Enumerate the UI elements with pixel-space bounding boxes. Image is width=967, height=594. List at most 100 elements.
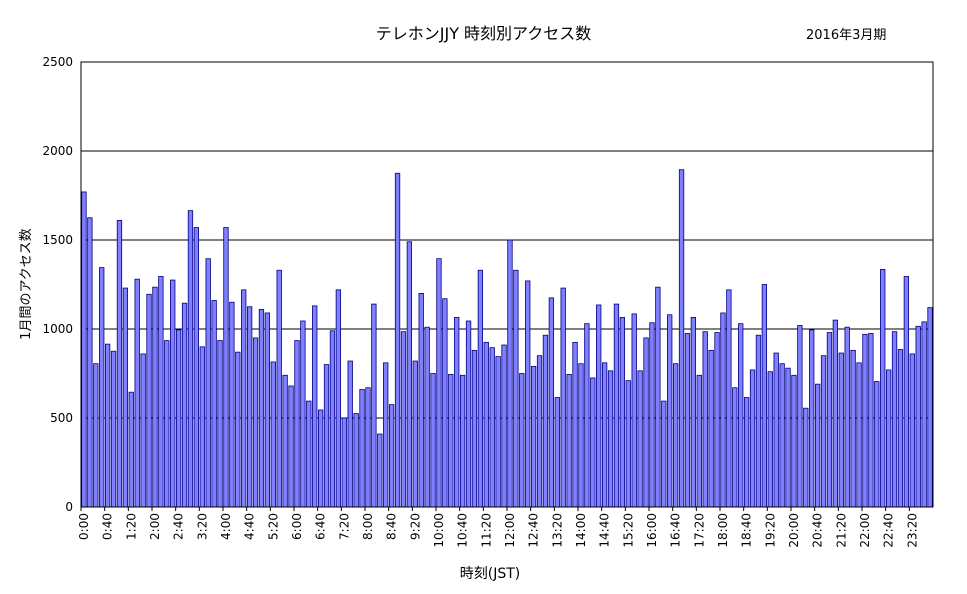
bar (732, 387, 738, 508)
bar (915, 325, 921, 508)
bar (329, 330, 336, 508)
x-tick-label: 5:20 (266, 513, 280, 540)
x-axis-label: 時刻(JST) (460, 566, 521, 582)
bar (584, 323, 590, 508)
bar (418, 292, 424, 508)
bar (519, 373, 525, 508)
bar (454, 317, 460, 508)
chart-title: テレホンJJY 時刻別アクセス数 (375, 24, 592, 43)
x-tick-label: 16:40 (669, 513, 683, 548)
bar (459, 374, 466, 508)
bar (909, 353, 915, 508)
x-tick-label: 16:00 (645, 513, 659, 548)
x-tick-label: 23:20 (905, 513, 919, 548)
bar (696, 374, 702, 508)
bar (726, 289, 732, 508)
bar (312, 305, 318, 508)
x-tick-label: 4:40 (243, 513, 257, 540)
bar (501, 344, 507, 508)
bar (803, 407, 809, 508)
bar (400, 331, 407, 508)
bar (223, 227, 229, 508)
x-tick-label: 2:00 (148, 513, 162, 540)
x-tick-label: 7:20 (337, 513, 351, 540)
bar (246, 306, 253, 508)
bar (347, 360, 353, 508)
bar (146, 293, 152, 508)
x-tick-label: 10:40 (456, 513, 470, 548)
bar (388, 404, 395, 508)
y-tick-label: 2500 (42, 55, 73, 69)
bar (122, 287, 129, 508)
bar (655, 286, 661, 508)
x-tick-label: 3:20 (195, 513, 209, 540)
bar (844, 326, 850, 508)
x-tick-label: 20:40 (811, 513, 825, 548)
bar (323, 364, 330, 508)
bar (672, 363, 679, 508)
bar (241, 289, 247, 508)
bar (625, 380, 631, 508)
bar (838, 352, 844, 508)
x-tick-label: 4:00 (219, 513, 233, 540)
bar (229, 301, 235, 508)
bar (590, 377, 596, 508)
bar (306, 400, 312, 508)
bar (158, 276, 164, 508)
bar (483, 341, 489, 508)
bar (708, 349, 714, 508)
bar (193, 227, 200, 508)
x-tick-label: 8:40 (385, 513, 399, 540)
bar (767, 371, 773, 508)
x-tick-label: 22:00 (858, 513, 872, 548)
bar (110, 350, 117, 508)
x-tick-label: 18:40 (740, 513, 754, 548)
bar (99, 267, 105, 508)
bar (507, 239, 513, 508)
x-tick-label: 6:00 (290, 513, 304, 540)
bar (436, 258, 442, 508)
bar (791, 374, 797, 508)
bar (809, 329, 815, 508)
bar (542, 334, 549, 508)
x-tick-label: 8:00 (361, 513, 375, 540)
bar (820, 355, 827, 508)
bar (649, 322, 655, 508)
bar (714, 332, 720, 508)
bar (814, 383, 821, 508)
y-tick-label: 0 (65, 500, 73, 514)
x-tick-label: 6:40 (314, 513, 328, 540)
bar (921, 321, 927, 508)
bar (862, 333, 868, 508)
bar (891, 331, 898, 508)
chart-subtitle: 2016年3月期 (806, 28, 887, 43)
x-tick-label: 22:40 (882, 513, 896, 548)
bar (205, 258, 211, 508)
x-tick-label: 20:00 (787, 513, 801, 548)
bar (785, 367, 791, 508)
y-tick-label: 2000 (42, 144, 73, 158)
bar (448, 373, 454, 508)
bar (128, 391, 134, 508)
bar (93, 363, 99, 508)
bar (690, 317, 697, 508)
bar (430, 373, 436, 508)
bar (104, 343, 111, 508)
x-tick-label: 19:20 (763, 513, 777, 548)
bar (637, 370, 643, 508)
bar (850, 349, 856, 508)
bar (607, 370, 614, 508)
bar (170, 279, 176, 508)
y-tick-label: 1000 (42, 322, 73, 336)
bar (530, 365, 537, 508)
bar (317, 409, 324, 508)
x-tick-label: 10:00 (432, 513, 446, 548)
bar (365, 387, 371, 508)
bar (868, 333, 874, 508)
x-tick-label: 17:20 (692, 513, 706, 548)
bar (749, 369, 756, 508)
bar (187, 210, 194, 508)
bar (359, 389, 365, 508)
bar (773, 352, 779, 508)
